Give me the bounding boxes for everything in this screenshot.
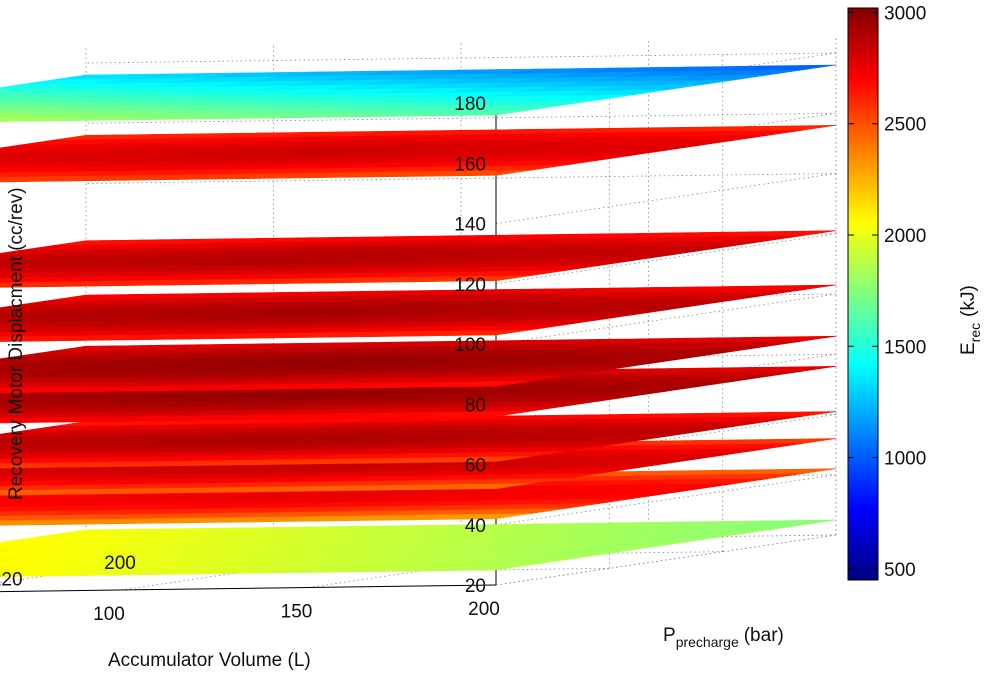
surface-cell [420,564,531,572]
x-axis-line [0,584,497,593]
surface-cell [420,275,531,282]
surface-cell [420,170,531,177]
surface-cell [420,411,531,418]
z-tick-label: 60 [465,456,486,477]
y-axis-label-unit: (bar) [744,625,784,646]
slice-z-121 [0,230,837,288]
colorbar [847,7,879,581]
gridline-back-z [495,293,837,345]
z-axis-label: Recovery Motor Displacment (cc/rev) [6,187,27,500]
colorbar-label-unit: (kJ) [958,285,979,317]
tick-labels: 2040608010012014016018020015010050026024… [0,94,500,625]
slice-z-25 [0,519,837,577]
z-tick-label: 40 [465,516,486,537]
y-axis-label: Pprecharge (bar) [663,625,784,650]
surface-cell [420,109,531,117]
x-axis-label: Accumulator Volume (L) [108,650,311,671]
gridline-back-z [495,173,837,224]
surface-cell [420,483,531,490]
y-tick-label: 200 [104,553,136,574]
gridline-x-floor [495,534,837,586]
x-tick-label: 150 [281,602,313,623]
surface-cell [420,513,531,520]
gridline-back-z [495,233,837,285]
y-axis-label-main: P [663,625,676,646]
colorbar-tick-label: 500 [884,560,916,581]
z-tick-label: 100 [454,335,486,356]
z-tick-label: 160 [454,154,486,175]
slice-z-156 [0,125,837,183]
colorbar-label: Erec (kJ) [958,285,983,355]
z-tick-label: 20 [465,576,486,597]
colorbar-label-sub: rec [967,323,983,342]
x-tick-label: 100 [93,604,125,625]
colorbar-tick-label: 1000 [884,449,926,470]
colorbar-tick-label: 3000 [884,3,926,24]
colorbar-tick-label: 2500 [884,115,926,136]
surface-cell [420,456,531,463]
colorbar-ticks: 500 1000 1500 2000 2500 3000 [848,3,926,581]
slice-z-176 [0,64,837,122]
colorbar-tick-label: 2000 [884,226,926,247]
gridline-back-z [495,474,837,526]
z-tick-label: 140 [454,215,486,236]
slice-z-103 [0,284,837,342]
x-tick-label: 200 [468,599,500,620]
gridline-back-z [495,414,837,465]
z-tick-label: 180 [454,94,486,115]
gridline-y-floor [0,584,497,593]
surface-cell [420,380,531,388]
surface-cell [420,329,531,337]
z-tick-label: 120 [454,275,486,296]
z-tick-label: 80 [465,395,486,416]
surface-slices [0,64,837,577]
colorbar-tick-label: 1500 [884,337,926,358]
colorbar-label-main: E [958,342,979,355]
y-axis-label-sub: precharge [676,634,739,650]
slice-z-86 [0,335,837,394]
y-tick-label: 220 [0,570,23,591]
